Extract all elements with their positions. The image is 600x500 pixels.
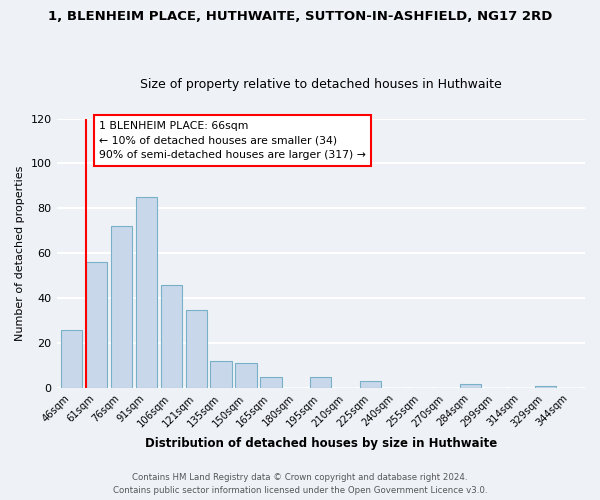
Bar (360, 382, 381, 388)
Bar (61, 330, 82, 388)
X-axis label: Distribution of detached houses by size in Huthwaite: Distribution of detached houses by size … (145, 437, 497, 450)
Text: Contains HM Land Registry data © Crown copyright and database right 2024.
Contai: Contains HM Land Registry data © Crown c… (113, 474, 487, 495)
Bar (235, 364, 257, 388)
Bar (111, 226, 132, 388)
Title: Size of property relative to detached houses in Huthwaite: Size of property relative to detached ho… (140, 78, 502, 91)
Bar (211, 361, 232, 388)
Y-axis label: Number of detached properties: Number of detached properties (15, 166, 25, 341)
Text: 1, BLENHEIM PLACE, HUTHWAITE, SUTTON-IN-ASHFIELD, NG17 2RD: 1, BLENHEIM PLACE, HUTHWAITE, SUTTON-IN-… (48, 10, 552, 23)
Text: 1 BLENHEIM PLACE: 66sqm
← 10% of detached houses are smaller (34)
90% of semi-de: 1 BLENHEIM PLACE: 66sqm ← 10% of detache… (99, 121, 366, 160)
Bar (535, 386, 556, 388)
Bar (260, 377, 281, 388)
Bar (310, 377, 331, 388)
Bar (136, 197, 157, 388)
Bar (86, 262, 107, 388)
Bar (161, 285, 182, 388)
Bar (185, 310, 207, 388)
Bar (460, 384, 481, 388)
